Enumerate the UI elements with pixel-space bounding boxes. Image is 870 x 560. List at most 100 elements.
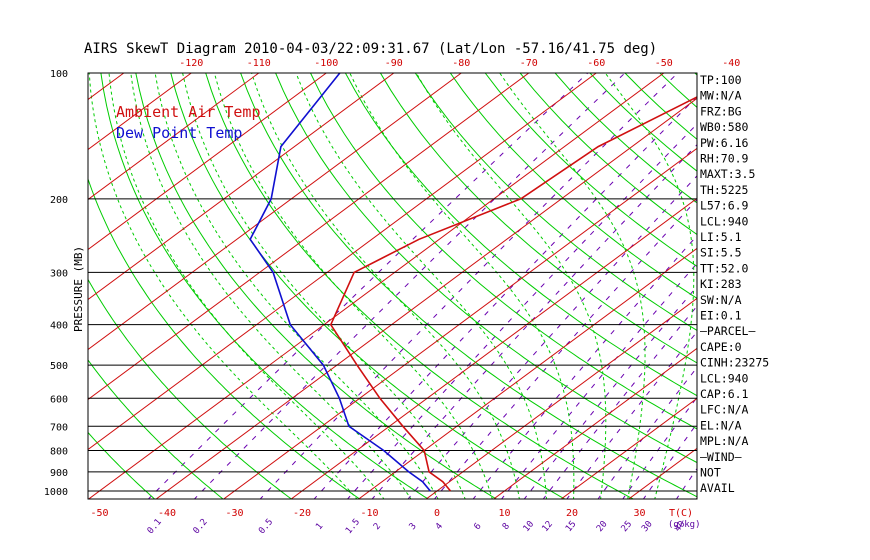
mixing-ratio-tick-label: 2 [372, 521, 383, 532]
dry-adiabat-line [659, 73, 697, 108]
isotherm-line [0, 73, 56, 500]
moist-adiabat-line [108, 73, 385, 499]
top-temp-tick-label: -50 [655, 58, 673, 69]
stat-item: PW:6.16 [700, 136, 749, 150]
pressure-tick-label: 400 [50, 321, 68, 332]
stats-panel: TP:100MW:N/AFRZ:BGWB0:580PW:6.16RH:70.9M… [700, 73, 769, 495]
mixing-ratio-tick-label: 20 [595, 519, 610, 534]
isotherm-line [88, 73, 462, 351]
top-temp-tick-label: -110 [247, 58, 271, 69]
bottom-temp-tick-label: -30 [225, 508, 243, 519]
moist-adiabat-line [415, 73, 607, 499]
top-temp-tick-label: -60 [587, 58, 605, 69]
sounding-series [249, 73, 697, 492]
moist-adiabat-line [499, 73, 646, 499]
stat-item: SI:5.5 [700, 246, 742, 260]
isotherm-line [88, 73, 192, 151]
mixing-ratio-line [622, 396, 697, 499]
isotherm-line [560, 397, 697, 499]
pressure-tick-labels: 1000 900 800 700 600 500 400 300 200 100 [44, 69, 68, 498]
stat-item: —PARCEL— [700, 324, 755, 338]
isobars [88, 73, 697, 492]
mixing-ratio-tick-label: 12 [540, 519, 555, 534]
stat-item: NOT [700, 466, 721, 480]
mixing-ratio-tick-label: 8 [501, 521, 512, 532]
mixing-ratio-tick-label: 0.5 [257, 517, 275, 536]
moist-adiabat-line [213, 73, 493, 499]
mixing-ratio-tick-label: 1 [314, 521, 325, 532]
dry-adiabat-line [88, 359, 224, 499]
dry-adiabat-line [88, 177, 361, 499]
ambient-air-temp-line [329, 96, 697, 492]
pressure-tick-label: 300 [50, 268, 68, 279]
mixing-ratio-line [523, 285, 697, 499]
y-axis-label: PRESSURE (MB) [72, 246, 85, 332]
bottom-temp-tick-label: -10 [360, 508, 378, 519]
isotherm-line [357, 247, 697, 499]
stat-item: SW:N/A [700, 293, 742, 307]
bottom-temperature-tick-labels: -50 -40 -30 -20 -10 0 10 20 30 [90, 508, 645, 519]
dry-adiabats [0, 73, 870, 500]
dry-adiabat-line [730, 73, 870, 500]
top-temp-tick-label: -70 [520, 58, 538, 69]
mixing-ratio-line [259, 73, 679, 499]
stat-item: FRZ:BG [700, 104, 742, 118]
pressure-tick-label: 100 [50, 69, 68, 80]
dry-adiabat-line [765, 73, 870, 500]
stat-item: LFC:N/A [700, 403, 749, 417]
bottom-temp-tick-label: -50 [90, 508, 108, 519]
pressure-tick-label: 1000 [44, 487, 68, 498]
mixing-ratio-line [597, 366, 697, 499]
dry-adiabat-line [414, 73, 697, 332]
moist-adiabat-line [349, 73, 575, 499]
isotherms [0, 73, 870, 500]
moist-adiabat-line [154, 73, 439, 499]
mixing-ratio-line [500, 262, 697, 499]
dew-point-temp-line [249, 73, 431, 492]
mixing-ratio-tick-labels: 0.1 0.2 0.5 1 1.5 2 3 4 6 8 10 12 15 20 25 30 40 [146, 517, 688, 536]
mixing-ratio-tick-label: 1.5 [344, 517, 362, 536]
isotherm-line [88, 73, 597, 451]
dry-adiabat-line [344, 73, 697, 397]
dry-adiabat-line [0, 73, 19, 500]
pressure-tick-label: 200 [50, 195, 68, 206]
isotherm-line [88, 73, 327, 251]
stat-item: —WIND— [700, 450, 742, 464]
isotherm-line [155, 97, 697, 499]
isotherm-line [88, 73, 530, 401]
moist-adiabat-line [182, 73, 466, 499]
mixing-ratio-line [313, 96, 697, 499]
dry-adiabat-line [449, 73, 697, 299]
legend: Ambient Air Temp Dew Point Temp [116, 103, 261, 142]
pressure-tick-label: 600 [50, 394, 68, 405]
dry-adiabat-line [88, 278, 293, 499]
bottom-temp-tick-label: 0 [434, 508, 440, 519]
mixing-ratio-tick-label: 4 [434, 521, 445, 532]
mixing-ratio-line [642, 422, 697, 499]
stat-item: LI:5.1 [700, 230, 742, 244]
stat-item: EL:N/A [700, 418, 742, 432]
mixing-ratio-tick-label: 10 [522, 519, 537, 534]
mixing-ratio-tick-label: 30 [640, 519, 655, 534]
stat-item: KI:283 [700, 277, 742, 291]
stat-item: RH:70.9 [700, 152, 749, 166]
isotherm-line [830, 73, 870, 500]
isotherm-line [763, 73, 870, 500]
stat-item: LCL:940 [700, 214, 749, 228]
chart-title: AIRS SkewT Diagram 2010-04-03/22:09:31.6… [84, 41, 657, 57]
isotherm-line [88, 73, 395, 301]
stat-item: MW:N/A [700, 89, 742, 103]
bottom-temp-tick-label: -20 [293, 508, 311, 519]
dry-adiabat-line [240, 73, 697, 498]
isotherm-line [222, 147, 697, 499]
mixing-ratio-line [566, 331, 697, 499]
mixing-ratio-line [433, 198, 697, 499]
plot-frame [87, 72, 698, 500]
top-temp-tick-label: -120 [179, 58, 203, 69]
stat-item: TH:5225 [700, 183, 748, 197]
stat-item: AVAIL [700, 481, 735, 495]
mixing-ratio-tick-label: 15 [564, 519, 579, 534]
stat-item: CAPE:0 [700, 340, 742, 354]
moist-adiabat-line [251, 73, 520, 499]
